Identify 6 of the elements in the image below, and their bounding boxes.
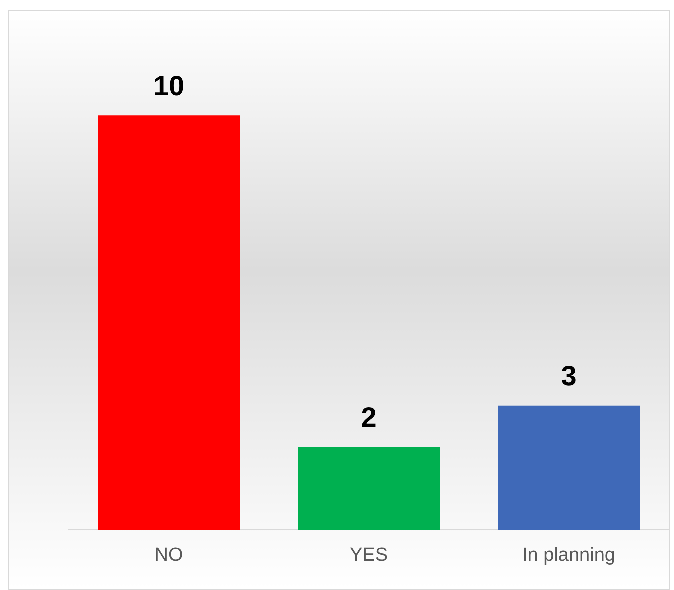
x-tick-label: YES [350,544,388,566]
data-label: 2 [361,402,377,434]
data-label: 10 [153,70,185,102]
x-tick-label: In planning [522,544,616,566]
data-label: 3 [561,360,577,392]
x-tick-label: NO [154,544,184,566]
